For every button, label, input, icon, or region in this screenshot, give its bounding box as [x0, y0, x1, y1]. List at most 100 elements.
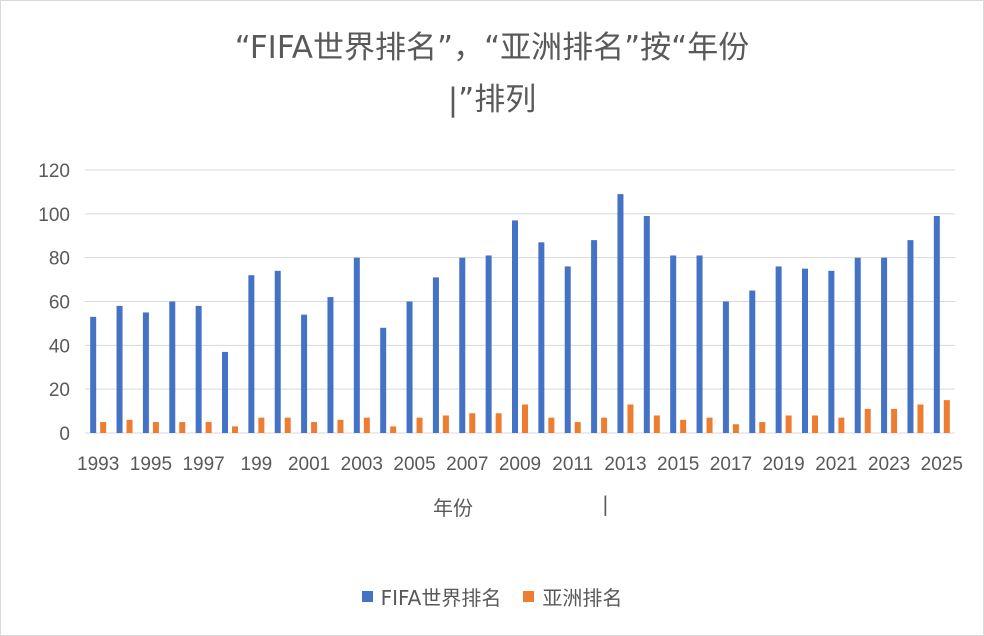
legend-swatch-fifa [361, 591, 373, 602]
bar-fifa-29 [854, 257, 861, 433]
bar-asia-9 [337, 419, 344, 433]
bar-asia-3 [179, 422, 186, 433]
bar-fifa-28 [828, 270, 835, 433]
bar-asia-5 [232, 426, 238, 433]
bar-fifa-15 [485, 255, 492, 433]
x-tick-label-8: 2009 [499, 454, 541, 475]
x-tick-label-13: 2019 [762, 454, 804, 475]
bar-asia-28 [838, 417, 845, 433]
y-tick-label-0: 0 [59, 424, 70, 445]
bar-fifa-0 [90, 316, 97, 433]
y-tick-label-100: 100 [38, 205, 70, 226]
y-tick-label-40: 40 [49, 336, 70, 357]
x-tick-label-5: 2003 [341, 454, 383, 475]
bar-asia-7 [284, 417, 291, 433]
x-tick-label-12: 2017 [710, 454, 752, 475]
bar-asia-10 [363, 417, 370, 433]
bar-asia-6 [258, 417, 265, 433]
x-tick-label-9: 2011 [552, 454, 593, 475]
bar-asia-20 [627, 404, 634, 433]
legend-item-fifa: FIFA世界排名 [361, 582, 502, 611]
y-tick-label-120: 120 [38, 161, 70, 182]
bar-asia-14 [469, 413, 476, 433]
bar-fifa-13 [432, 277, 439, 433]
bar-asia-8 [311, 422, 318, 433]
y-tick-label-80: 80 [49, 249, 70, 270]
legend-label-asia: 亚洲排名 [542, 586, 623, 610]
x-tick-label-1: 1995 [130, 454, 172, 475]
y-tick-label-20: 20 [49, 380, 70, 401]
bar-fifa-1 [116, 305, 123, 433]
x-tick-label-15: 2023 [868, 454, 910, 475]
bar-fifa-16 [512, 220, 518, 433]
bar-fifa-12 [406, 301, 413, 433]
bar-fifa-9 [327, 297, 334, 433]
chart-title-line-1: “FIFA世界排名”，“亚洲排名”按“年份 [234, 30, 750, 66]
bar-fifa-31 [907, 240, 914, 433]
bar-fifa-32 [933, 216, 940, 433]
bar-asia-30 [891, 408, 898, 433]
x-tick-label-11: 2015 [657, 454, 699, 475]
bar-fifa-26 [775, 266, 782, 433]
bar-asia-18 [574, 422, 581, 433]
bar-asia-27 [812, 415, 818, 433]
x-axis-title-extra: | [602, 492, 609, 516]
bar-fifa-21 [643, 216, 650, 433]
bar-asia-26 [785, 415, 792, 433]
bar-fifa-7 [274, 270, 281, 433]
bar-asia-4 [205, 422, 212, 433]
bar-asia-17 [548, 417, 555, 433]
bar-asia-0 [100, 422, 107, 433]
bar-asia-21 [653, 415, 660, 433]
x-tick-label-2: 1997 [182, 454, 224, 475]
bar-fifa-24 [722, 301, 729, 433]
bar-asia-11 [390, 426, 397, 433]
bar-fifa-2 [142, 312, 149, 433]
bar-asia-25 [759, 422, 766, 433]
bar-fifa-18 [564, 266, 571, 433]
bar-fifa-23 [696, 255, 703, 433]
x-tick-label-10: 2013 [604, 454, 646, 475]
bar-fifa-25 [749, 290, 756, 433]
bar-fifa-8 [301, 314, 308, 433]
legend-label-fifa: FIFA世界排名 [380, 586, 502, 610]
x-tick-label-6: 2005 [393, 454, 435, 475]
x-axis-title: 年份 [433, 496, 473, 520]
bar-fifa-10 [353, 257, 360, 433]
bar-asia-29 [864, 408, 871, 433]
bar-fifa-5 [222, 351, 228, 433]
bar-asia-22 [680, 419, 687, 433]
bar-fifa-20 [617, 194, 624, 433]
legend-swatch-asia [523, 591, 535, 602]
bar-asia-12 [416, 417, 423, 433]
bar-asia-15 [495, 413, 502, 433]
chart-legend: FIFA世界排名 亚洲排名 [0, 582, 984, 611]
bar-asia-16 [522, 404, 528, 433]
bar-asia-24 [732, 424, 739, 433]
bar-fifa-19 [591, 240, 598, 433]
x-tick-label-3: 199 [241, 454, 273, 475]
x-tick-label-16: 2025 [921, 454, 963, 475]
x-tick-label-0: 1993 [77, 454, 119, 475]
bar-fifa-3 [169, 301, 176, 433]
bar-fifa-6 [248, 275, 255, 433]
bar-fifa-17 [538, 242, 545, 433]
bar-fifa-27 [802, 268, 808, 433]
bar-asia-32 [943, 400, 950, 433]
bar-asia-23 [706, 417, 713, 433]
legend-item-asia: 亚洲排名 [523, 582, 622, 611]
bar-asia-19 [601, 417, 608, 433]
bar-fifa-14 [459, 257, 466, 433]
bar-fifa-30 [881, 257, 888, 433]
x-tick-label-4: 2001 [288, 454, 330, 475]
bar-fifa-11 [380, 327, 387, 433]
bar-fifa-4 [195, 305, 202, 433]
chart-title-line-2: |”排列 [447, 82, 537, 118]
bar-asia-2 [152, 422, 159, 433]
bar-asia-13 [442, 415, 449, 433]
x-tick-label-14: 2021 [815, 454, 857, 475]
bar-asia-31 [917, 404, 924, 433]
bar-fifa-22 [670, 255, 677, 433]
